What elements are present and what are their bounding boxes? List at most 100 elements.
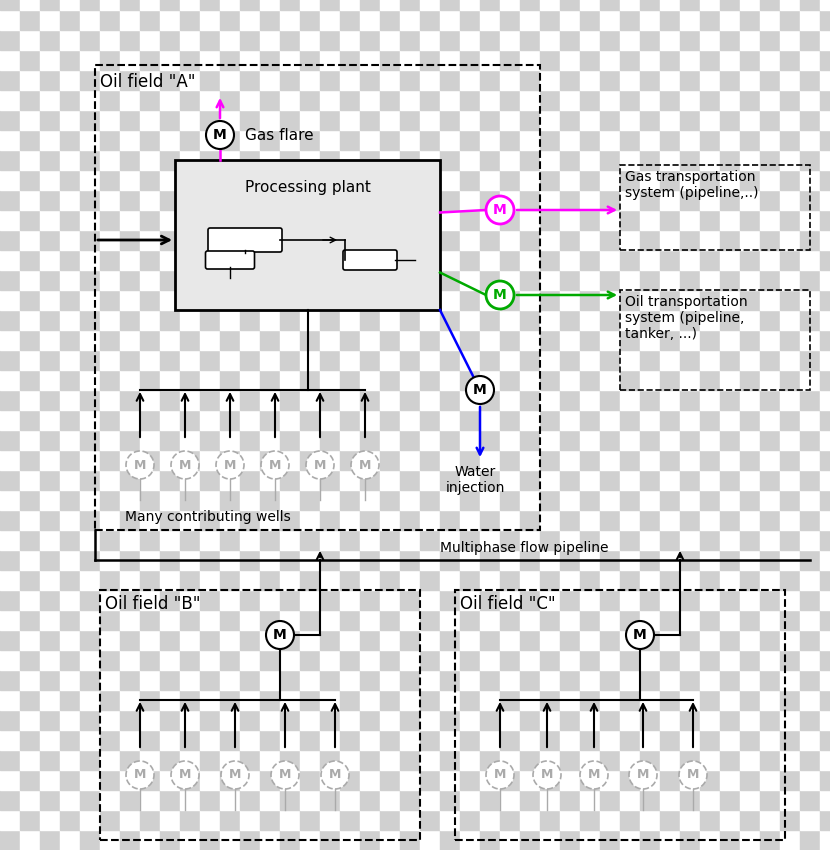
Bar [200,550,220,570]
Bar [780,90,800,110]
Bar [340,350,360,370]
Bar [100,690,120,710]
Bar [520,810,540,830]
Bar [820,0,830,10]
Bar [800,550,820,570]
Bar [440,30,460,50]
Bar [180,490,200,510]
Bar [720,430,740,450]
Bar [680,150,700,170]
Bar [660,830,680,850]
Bar [620,10,640,30]
Bar [200,570,220,590]
Bar [440,490,460,510]
Bar [700,10,720,30]
Bar [560,10,580,30]
Bar [220,470,240,490]
Bar [80,710,100,730]
Bar [500,670,520,690]
Bar [580,810,600,830]
Bar [240,290,260,310]
Circle shape [679,761,707,789]
Bar [260,290,280,310]
Text: M: M [637,768,649,781]
Bar [760,450,780,470]
Bar [340,390,360,410]
Bar [640,610,660,630]
Bar [760,290,780,310]
Bar [220,190,240,210]
Bar [740,250,760,270]
Bar [300,630,320,650]
Bar [160,390,180,410]
Bar [380,230,400,250]
Bar [220,230,240,250]
Bar [300,270,320,290]
Bar [760,630,780,650]
Text: Oil transportation
system (pipeline,
tanker, ...): Oil transportation system (pipeline, tan… [625,295,748,342]
Bar [720,270,740,290]
Bar [400,610,420,630]
Bar [820,10,830,30]
Bar [260,450,280,470]
Bar [220,830,240,850]
Bar [240,110,260,130]
Bar [180,770,200,790]
Bar [720,550,740,570]
Bar [540,190,560,210]
Bar [360,230,380,250]
Bar [620,230,640,250]
Bar [300,610,320,630]
Bar [140,570,160,590]
Bar [400,370,420,390]
Bar [0,210,20,230]
Bar [780,290,800,310]
Bar [0,710,20,730]
Bar [600,430,620,450]
Bar [680,730,700,750]
Bar [360,450,380,470]
Bar [280,510,300,530]
Bar [660,450,680,470]
Bar [160,410,180,430]
Circle shape [126,761,154,789]
Bar [20,550,40,570]
Bar [20,350,40,370]
Text: M: M [134,458,146,472]
Bar [240,390,260,410]
Bar [480,790,500,810]
Bar [400,830,420,850]
Bar [360,670,380,690]
Bar [140,750,160,770]
Bar [780,830,800,850]
Bar [400,770,420,790]
Bar [80,770,100,790]
Bar [560,30,580,50]
Bar [320,0,340,10]
Bar [280,630,300,650]
Bar [320,690,340,710]
Bar [180,350,200,370]
Bar [480,710,500,730]
Bar [500,110,520,130]
Bar [160,10,180,30]
Bar [760,690,780,710]
Bar [320,730,340,750]
Bar [520,70,540,90]
Bar [540,150,560,170]
Bar [200,770,220,790]
Bar [440,370,460,390]
Bar [80,10,100,30]
Bar [80,270,100,290]
Bar [600,450,620,470]
Bar [160,370,180,390]
Bar [240,790,260,810]
Bar [560,210,580,230]
Bar [500,750,520,770]
Bar [80,810,100,830]
Bar [800,750,820,770]
Bar [420,550,440,570]
Bar [380,50,400,70]
Bar [400,290,420,310]
Bar [0,310,20,330]
